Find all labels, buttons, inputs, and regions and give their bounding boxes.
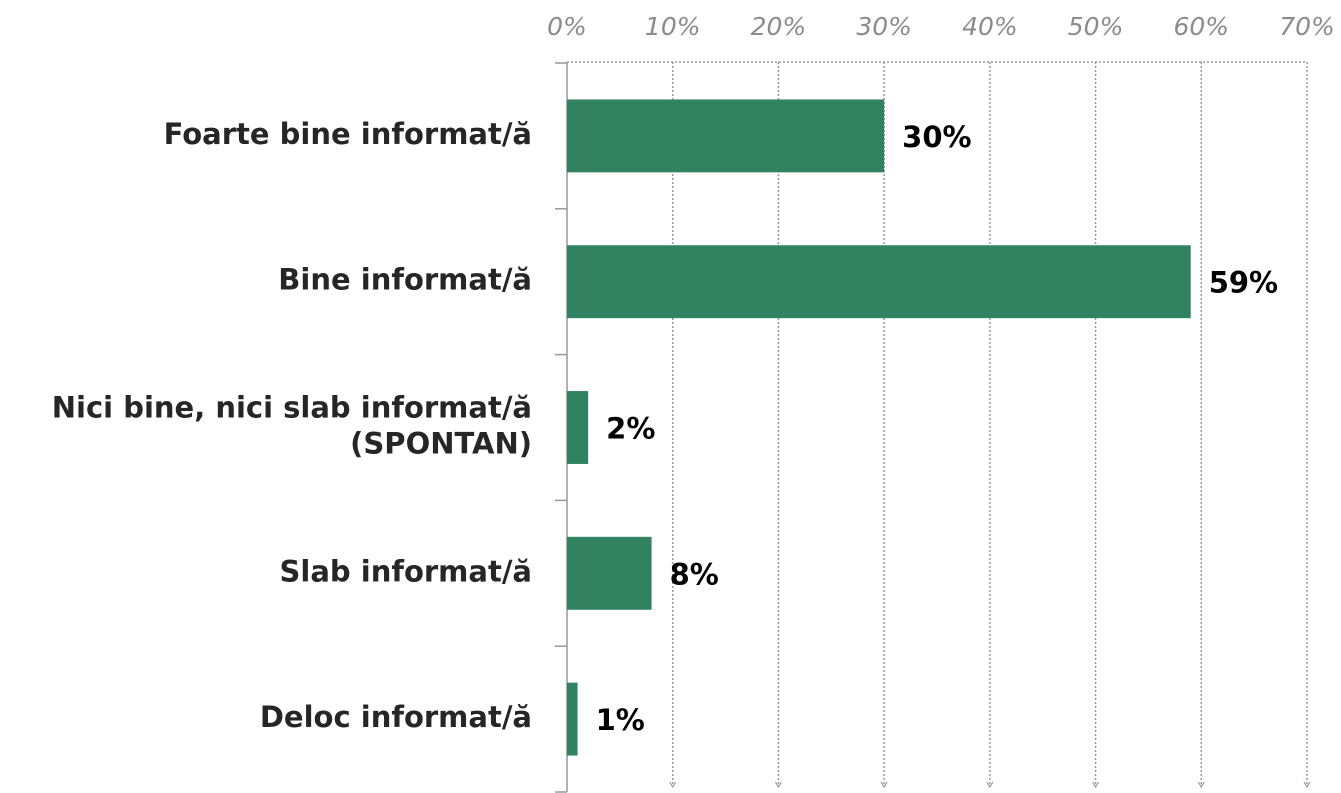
value-label: 8% — [670, 557, 719, 591]
x-tick-label: 0% — [547, 12, 587, 41]
x-tick-label: 20% — [751, 12, 807, 41]
x-tick-label: 60% — [1173, 12, 1229, 41]
category-label: Foarte bine informat/ă — [164, 117, 532, 151]
x-tick-label: 30% — [856, 12, 912, 41]
x-tick-label: 10% — [645, 12, 701, 41]
grid-arrow — [1197, 781, 1205, 789]
category-label: Bine informat/ă — [278, 263, 532, 297]
category-label: Slab informat/ă — [280, 554, 533, 588]
value-label: 30% — [902, 120, 971, 154]
value-label: 2% — [606, 412, 655, 446]
x-tick-label: 50% — [1068, 12, 1124, 41]
x-tick-label: 40% — [962, 12, 1018, 41]
grid-arrow — [669, 781, 677, 789]
value-label: 1% — [596, 703, 645, 737]
x-tick-label: 70% — [1279, 12, 1335, 41]
value-label: 59% — [1209, 266, 1278, 300]
bar — [567, 99, 885, 173]
bar — [567, 536, 652, 610]
bar — [567, 391, 589, 464]
bar — [567, 682, 578, 756]
bar — [567, 245, 1191, 319]
category-label: Nici bine, nici slab informat/ă (SPONTAN) — [52, 391, 532, 461]
grid-arrow — [1092, 781, 1100, 789]
grid-arrow — [1303, 781, 1311, 789]
grid-arrow — [986, 781, 994, 789]
grid-arrow — [880, 781, 888, 789]
grid-arrow — [774, 781, 782, 789]
category-label: Deloc informat/ă — [260, 700, 532, 734]
